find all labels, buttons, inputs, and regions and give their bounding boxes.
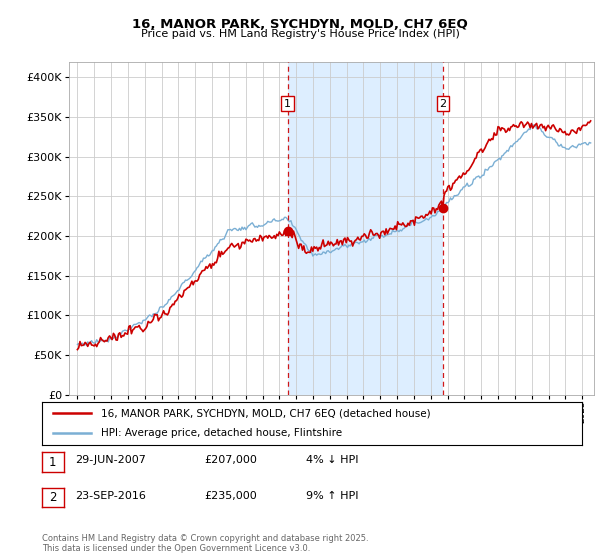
Text: 2: 2: [439, 99, 446, 109]
Text: 16, MANOR PARK, SYCHDYN, MOLD, CH7 6EQ: 16, MANOR PARK, SYCHDYN, MOLD, CH7 6EQ: [132, 18, 468, 31]
Text: 23-SEP-2016: 23-SEP-2016: [75, 491, 146, 501]
Text: HPI: Average price, detached house, Flintshire: HPI: Average price, detached house, Flin…: [101, 428, 343, 438]
Text: 9% ↑ HPI: 9% ↑ HPI: [306, 491, 359, 501]
Text: £235,000: £235,000: [204, 491, 257, 501]
Bar: [288, 62, 443, 395]
Text: Contains HM Land Registry data © Crown copyright and database right 2025.
This d: Contains HM Land Registry data © Crown c…: [42, 534, 368, 553]
Text: £207,000: £207,000: [204, 455, 257, 465]
Text: 1: 1: [284, 99, 291, 109]
Text: 4% ↓ HPI: 4% ↓ HPI: [306, 455, 359, 465]
Text: 1: 1: [49, 455, 56, 469]
Text: 29-JUN-2007: 29-JUN-2007: [75, 455, 146, 465]
Text: 16, MANOR PARK, SYCHDYN, MOLD, CH7 6EQ (detached house): 16, MANOR PARK, SYCHDYN, MOLD, CH7 6EQ (…: [101, 408, 431, 418]
Text: Price paid vs. HM Land Registry's House Price Index (HPI): Price paid vs. HM Land Registry's House …: [140, 29, 460, 39]
Text: 2: 2: [49, 491, 56, 504]
